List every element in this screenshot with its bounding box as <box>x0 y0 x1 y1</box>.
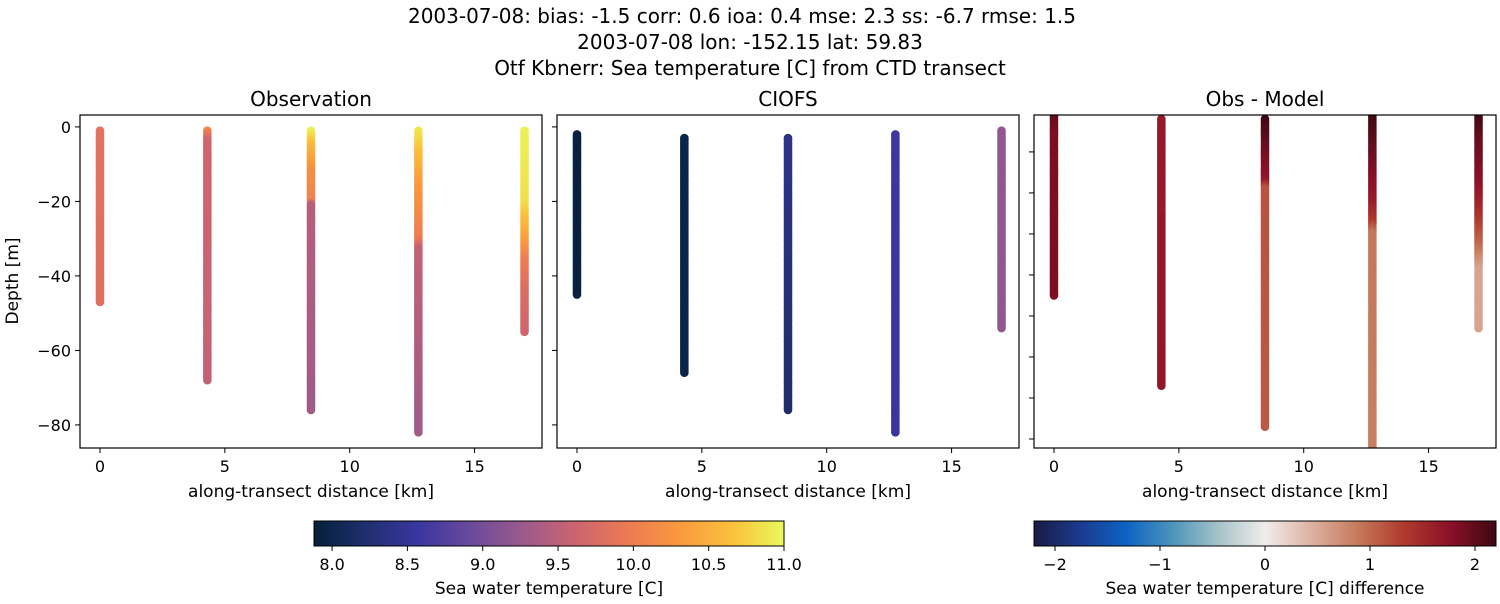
data-points <box>1049 115 1483 448</box>
y-tick-label: −60 <box>37 341 71 360</box>
profile-column <box>1260 115 1270 431</box>
figure-title-line-1: 2003-07-08: bias: -1.5 corr: 0.6 ioa: 0.… <box>408 4 1076 28</box>
data-point <box>783 405 793 415</box>
colorbar-tick-label: 9.0 <box>470 555 495 574</box>
difference-colorbar: Sea water temperature [C] difference −2 −… <box>1033 520 1497 599</box>
colorbar-gradient <box>1033 520 1497 547</box>
y-axis-label: Depth [m] <box>3 237 23 324</box>
x-tick-label: 5 <box>220 457 230 476</box>
colorbar-label: Sea water temperature [C] <box>435 579 663 599</box>
y-tick-label: −20 <box>37 192 71 211</box>
axes-frame <box>556 114 1020 449</box>
data-point <box>520 327 529 337</box>
x-tick-label: 10 <box>817 457 837 476</box>
data-point <box>414 428 423 437</box>
figure-title-line-2: 2003-07-08 lon: -152.15 lat: 59.83 <box>577 30 923 54</box>
profile-column <box>414 126 423 437</box>
profile-column <box>306 126 316 415</box>
data-point <box>95 297 105 307</box>
data-points <box>95 126 529 437</box>
data-points <box>572 126 1006 437</box>
observation-panel: Observation along-transect distance [km]… <box>3 87 543 502</box>
data-point <box>1474 323 1483 333</box>
axes-frame <box>1033 114 1497 449</box>
x-axis-label: along-transect distance [km] <box>1142 482 1388 502</box>
x-tick-label: 15 <box>941 457 961 476</box>
profile-column <box>891 130 900 437</box>
colorbar-label: Sea water temperature [C] difference <box>1105 579 1424 599</box>
colorbar-tick-label: −2 <box>1043 555 1067 574</box>
y-tick-label: −80 <box>37 416 71 435</box>
panel-title: CIOFS <box>758 87 817 111</box>
colorbar-tick-label: −1 <box>1148 555 1172 574</box>
y-tick-label: 0 <box>61 118 71 137</box>
colorbar-gradient <box>313 520 785 547</box>
data-point <box>997 323 1006 333</box>
x-tick-label: 10 <box>340 457 360 476</box>
data-point <box>680 368 689 378</box>
data-point <box>1260 422 1270 431</box>
x-tick-label: 10 <box>1294 457 1314 476</box>
data-point <box>306 405 316 415</box>
x-tick-label: 15 <box>1418 457 1438 476</box>
x-tick-label: 0 <box>95 457 105 476</box>
y-tick-label: −40 <box>37 267 71 286</box>
profile-column <box>1368 115 1377 448</box>
colorbar-tick-label: 9.5 <box>545 555 570 574</box>
x-axis-label: along-transect distance [km] <box>188 482 434 502</box>
axes-frame <box>79 114 543 449</box>
data-point <box>1049 291 1059 300</box>
profile-column <box>203 126 212 385</box>
colorbar-tick-label: 10.0 <box>616 555 652 574</box>
profile-column <box>1474 115 1483 333</box>
profile-column <box>783 133 793 415</box>
data-point <box>1157 381 1166 390</box>
x-tick-label: 0 <box>1049 457 1059 476</box>
profile-column <box>1049 115 1059 300</box>
colorbar-tick-label: 0 <box>1260 555 1270 574</box>
data-point <box>203 375 212 385</box>
data-point <box>1368 442 1377 448</box>
colorbar-tick-label: 11.0 <box>766 555 802 574</box>
temperature-colorbar: Sea water temperature [C] 8.0 8.5 9.0 9.5 10… <box>313 520 802 599</box>
x-tick-label: 15 <box>464 457 484 476</box>
x-tick-label: 5 <box>1174 457 1184 476</box>
profile-column <box>520 126 529 337</box>
x-tick-label: 0 <box>572 457 582 476</box>
x-axis-label: along-transect distance [km] <box>665 482 911 502</box>
data-point <box>891 428 900 437</box>
data-point <box>572 290 582 299</box>
x-tick-label: 5 <box>697 457 707 476</box>
colorbar-tick-label: 8.0 <box>319 555 344 574</box>
profile-column <box>680 133 689 378</box>
ciofs-panel: CIOFS along-transect distance [km] 0 5 10 1… <box>552 87 1020 502</box>
colorbar-tick-label: 1 <box>1365 555 1375 574</box>
profile-column <box>1157 115 1166 390</box>
colorbar-tick-label: 8.5 <box>395 555 420 574</box>
panel-title: Observation <box>250 87 372 111</box>
obs-minus-model-panel: Obs - Model along-transect distance [km]… <box>1029 87 1497 502</box>
profile-column <box>997 126 1006 333</box>
panel-title: Obs - Model <box>1206 87 1325 111</box>
profile-column <box>95 126 105 307</box>
colorbar-tick-label: 2 <box>1470 555 1480 574</box>
figure-title-line-3: Otf Kbnerr: Sea temperature [C] from CTD… <box>494 56 1006 80</box>
colorbar-tick-label: 10.5 <box>691 555 727 574</box>
profile-column <box>572 130 582 299</box>
